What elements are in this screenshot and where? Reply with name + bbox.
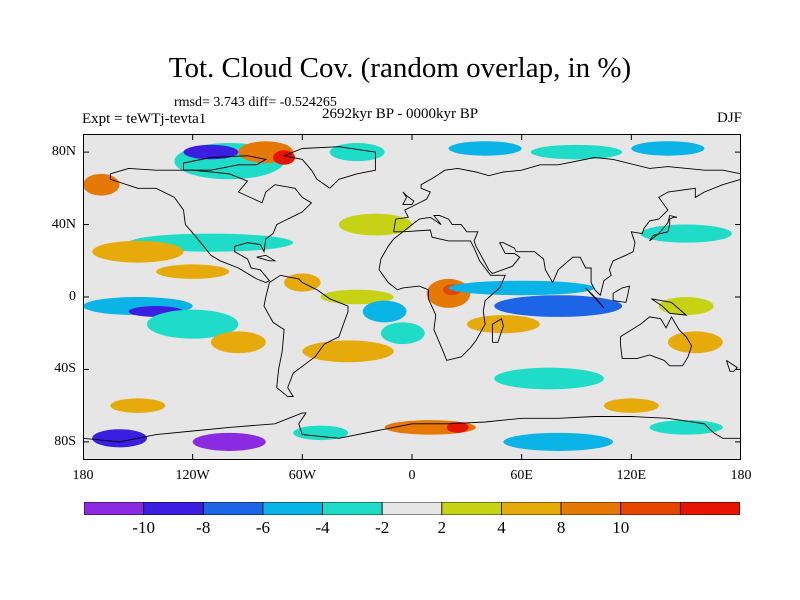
anomaly-region-16 <box>494 295 623 317</box>
lon-label-5: 120E <box>616 468 647 483</box>
anomaly-region-37 <box>649 420 723 435</box>
coastlines <box>83 146 741 443</box>
coastline-3 <box>393 157 741 297</box>
colorbar-swatch-6 <box>441 502 502 515</box>
anomaly-region-29 <box>530 144 623 160</box>
colorbar-swatch-9 <box>620 502 681 515</box>
colorbar-swatch-4 <box>322 502 383 515</box>
anomaly-regions <box>83 141 732 451</box>
anomaly-region-30 <box>631 141 705 156</box>
lon-label-0: 180 <box>72 468 94 483</box>
lon-label-2: 60W <box>288 468 316 483</box>
colorbar-swatch-1 <box>143 502 204 515</box>
colorbar-swatch-8 <box>560 502 622 515</box>
coastline-14 <box>256 254 277 262</box>
coastline-6 <box>282 146 376 189</box>
coastline-11 <box>651 298 688 316</box>
anomaly-region-20 <box>658 297 714 316</box>
colorbar-label-2: -6 <box>255 518 270 537</box>
anomaly-region-9 <box>320 289 394 305</box>
lat-label-2: 0 <box>69 289 76 304</box>
anomaly-region-10 <box>302 340 394 363</box>
colorbar-swatch-10 <box>679 502 740 515</box>
anomaly-region-36 <box>503 432 614 451</box>
anomaly-region-3 <box>83 173 120 196</box>
anomaly-region-24 <box>183 144 239 160</box>
colorbar-label-3: -4 <box>315 518 330 537</box>
anomaly-region-21 <box>667 331 723 354</box>
colorbar-swatch-2 <box>202 502 264 515</box>
anomaly-region-7 <box>210 331 266 354</box>
map-title: Tot. Cloud Cov. (random overlap, in %) <box>168 52 632 84</box>
coastline-8 <box>649 214 678 242</box>
anomaly-region-32 <box>192 432 266 451</box>
colorbar-label-4: -2 <box>375 518 390 537</box>
anomaly-region-39 <box>603 398 659 413</box>
colorbar-label-0: -10 <box>132 518 155 537</box>
colorbar-label-1: -8 <box>196 518 211 537</box>
colorbar-label-7: 8 <box>556 518 566 537</box>
lon-label-4: 60E <box>510 468 533 483</box>
anomaly-region-19 <box>640 224 732 243</box>
coastline-9 <box>585 287 605 309</box>
coastline-0 <box>109 167 313 283</box>
coastline-2 <box>378 229 506 361</box>
anomaly-region-33 <box>293 425 349 441</box>
anomaly-region-28 <box>448 141 522 156</box>
coastline-10 <box>612 285 631 303</box>
colorbar-label-6: 4 <box>497 518 506 537</box>
anomaly-region-27 <box>329 143 385 162</box>
anomaly-region-1 <box>92 240 184 263</box>
experiment-label: Expt = teWTj-tevta1 <box>82 111 207 127</box>
coastline-7 <box>402 191 415 206</box>
colorbar <box>84 502 740 515</box>
lat-label-1: 40N <box>51 216 76 232</box>
lat-label-0: 80N <box>51 144 76 160</box>
colorbar-label-5: 2 <box>437 518 447 537</box>
colorbar-swatch-3 <box>262 502 323 515</box>
colorbar-swatch-0 <box>84 502 145 515</box>
coastline-5 <box>83 412 741 443</box>
anomaly-map <box>83 134 741 460</box>
anomaly-region-18 <box>494 367 604 390</box>
season-label: DJF <box>716 110 742 126</box>
anomaly-region-31 <box>92 429 147 448</box>
colorbar-swatch-5 <box>381 502 443 515</box>
lon-label-3: 0 <box>408 468 416 483</box>
anomaly-region-15 <box>448 280 595 296</box>
period-label: 2692kyr BP - 0000kyr BP <box>322 106 479 122</box>
lat-label-4: 80S <box>54 433 76 449</box>
coastline-15 <box>183 155 268 171</box>
anomaly-region-6 <box>146 309 239 339</box>
coastline-4 <box>619 315 693 367</box>
coastline-13 <box>491 318 504 343</box>
statistics-text: rmsd= 3.743 diff= -0.524265 <box>174 95 337 110</box>
lon-label-1: 120W <box>175 468 210 483</box>
lon-label-6: 180 <box>730 468 752 483</box>
anomaly-region-38 <box>110 398 166 413</box>
map-frame <box>83 134 741 460</box>
lat-label-3: 40S <box>54 361 76 377</box>
coastline-1 <box>263 274 349 398</box>
colorbar-label-8: 10 <box>612 518 630 537</box>
anomaly-region-2 <box>156 264 230 279</box>
colorbar-swatch-7 <box>501 502 562 515</box>
anomaly-region-35 <box>446 421 469 433</box>
anomaly-region-11 <box>362 300 407 323</box>
anomaly-region-12 <box>380 322 425 345</box>
